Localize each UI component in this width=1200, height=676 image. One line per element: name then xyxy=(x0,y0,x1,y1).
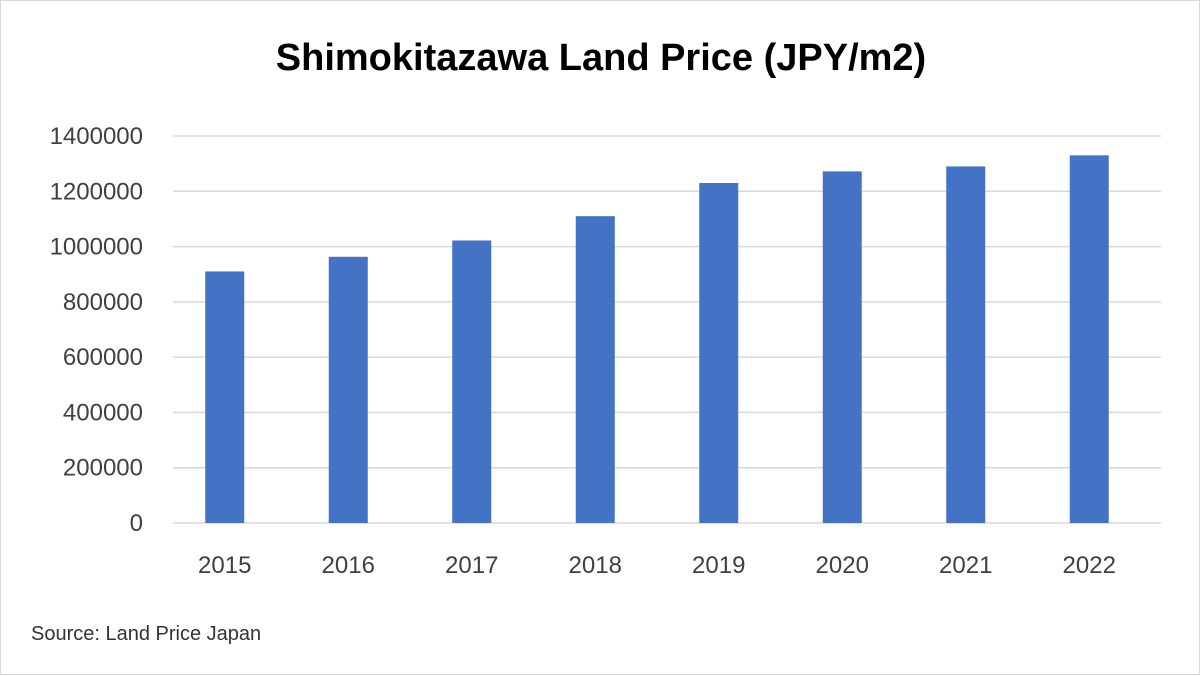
bar-2016 xyxy=(328,256,368,523)
bar-2021 xyxy=(946,166,986,523)
bar-2017 xyxy=(452,240,492,524)
x-tick-label: 2018 xyxy=(569,552,622,579)
y-tick-label: 800000 xyxy=(63,289,143,316)
bars xyxy=(205,155,1109,524)
y-tick-label: 0 xyxy=(130,510,143,537)
x-tick-label: 2019 xyxy=(692,552,745,579)
chart-title: Shimokitazawa Land Price (JPY/m2) xyxy=(275,37,927,79)
y-axis-ticks: 0 200000 400000 600000 800000 1000000 1200000 1… xyxy=(50,123,143,537)
y-tick-label: 200000 xyxy=(63,455,143,482)
bar-2020 xyxy=(822,171,862,523)
gridlines xyxy=(173,135,1161,524)
bar-2015 xyxy=(205,271,245,523)
x-tick-label: 2022 xyxy=(1063,552,1116,579)
y-tick-label: 1200000 xyxy=(50,178,143,205)
y-tick-label: 1400000 xyxy=(50,123,143,150)
x-tick-label: 2017 xyxy=(445,552,498,579)
bar-2019 xyxy=(699,182,739,523)
x-axis-ticks: 2015 2016 2017 2018 2019 2020 2021 2022 xyxy=(198,552,1116,579)
x-tick-label: 2015 xyxy=(198,552,251,579)
y-tick-label: 400000 xyxy=(63,399,143,426)
x-tick-label: 2016 xyxy=(322,552,375,579)
y-tick-label: 600000 xyxy=(63,344,143,371)
x-tick-label: 2021 xyxy=(939,552,992,579)
x-tick-label: 2020 xyxy=(816,552,869,579)
y-tick-label: 1000000 xyxy=(50,234,143,261)
bar-2018 xyxy=(575,216,615,523)
bar-2022 xyxy=(1069,155,1109,523)
source-note: Source: Land Price Japan xyxy=(31,623,262,645)
